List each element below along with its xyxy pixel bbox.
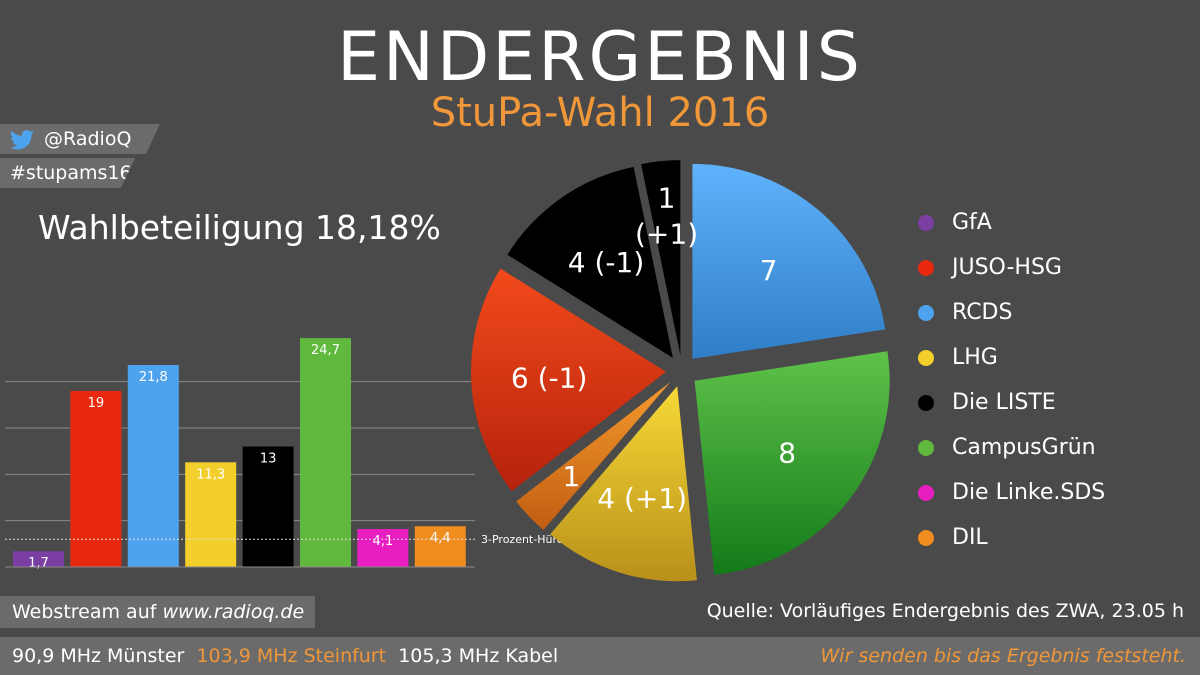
- legend-swatch: [918, 259, 934, 276]
- legend-item-lhg: LHG: [918, 335, 1105, 380]
- legend-item-gfa: GfA: [918, 200, 1105, 245]
- legend-item-die-linke-sds: Die Linke.SDS: [918, 470, 1105, 515]
- webstream-prefix: Webstream auf: [12, 601, 157, 623]
- frequency-bar: 90,9 MHz Münster 103,9 MHz Steinfurt 105…: [0, 637, 1200, 675]
- frequency-muenster: 90,9 MHz Münster: [12, 645, 185, 667]
- bar-dil: [414, 526, 466, 567]
- bar-label-die-liste: 13: [260, 452, 277, 467]
- legend-swatch: [918, 529, 934, 546]
- live-notice: Wir senden bis das Ergebnis feststeht.: [820, 645, 1186, 667]
- twitter-bird-icon: [10, 130, 34, 150]
- pie-slice-lhg: [550, 386, 697, 582]
- bar-lhg: [185, 462, 237, 567]
- webstream-box: Webstream auf www.radioq.de: [0, 596, 315, 628]
- bar-die-linke-sds: [357, 529, 409, 567]
- bar-gfa: [13, 551, 64, 567]
- legend-label: RCDS: [952, 300, 1013, 325]
- threshold-label: 3-Prozent-Hürde: [481, 533, 571, 546]
- pie-slice-juso-hsg: [471, 268, 667, 492]
- hashtag-text: #stupams16: [10, 162, 132, 184]
- legend-label: LHG: [952, 345, 998, 370]
- page-title: ENDERGEBNIS: [337, 18, 863, 97]
- legend: GfA JUSO-HSG RCDS LHG Die LISTE CampusGrün Die…: [918, 200, 1105, 560]
- bar-label-campusgr-n: 24,7: [311, 343, 340, 358]
- legend-swatch: [918, 214, 934, 231]
- bar-label-juso-hsg: 19: [88, 396, 105, 411]
- twitter-handle-text: @RadioQ: [44, 128, 132, 150]
- page-subtitle: StuPa-Wahl 2016: [430, 90, 770, 136]
- bar-label-die-linke-sds: 4,1: [373, 534, 394, 549]
- pie-slice-die-liste: [507, 166, 673, 358]
- legend-item-dil: DIL: [918, 515, 1105, 560]
- pie-label-lhg: 4 (+1): [597, 482, 687, 515]
- pie-slice-rcds: [692, 163, 886, 359]
- legend-swatch: [918, 439, 934, 456]
- twitter-handle-tag[interactable]: @RadioQ: [0, 124, 160, 154]
- legend-item-rcds: RCDS: [918, 290, 1105, 335]
- legend-label: Die LISTE: [952, 390, 1056, 415]
- pie-label-die-liste: 4 (-1): [568, 246, 644, 279]
- legend-label: DIL: [952, 525, 988, 550]
- pie-label-dil: 1: [563, 460, 581, 493]
- legend-item-die-liste: Die LISTE: [918, 380, 1105, 425]
- legend-item-campusgr-n: CampusGrün: [918, 425, 1105, 470]
- legend-swatch: [918, 304, 934, 321]
- pie-label-juso-hsg: 6 (-1): [511, 362, 587, 395]
- bar-label-dil: 4,4: [430, 531, 451, 546]
- bar-label-rcds: 21,8: [139, 370, 168, 385]
- pie-slice-campusgr-n: [694, 351, 890, 575]
- pie-label-rcds: 7: [760, 254, 778, 287]
- bar-juso-hsg: [70, 390, 122, 567]
- pie-label-die-linke-sds: 1 (+1): [635, 181, 698, 250]
- hashtag-tag[interactable]: #stupams16: [0, 158, 135, 188]
- legend-swatch: [918, 394, 934, 411]
- pie-slice-die-linke-sds: [641, 160, 681, 356]
- frequency-kabel: 105,3 MHz Kabel: [398, 645, 559, 667]
- frequency-list: 90,9 MHz Münster 103,9 MHz Steinfurt 105…: [12, 637, 558, 675]
- legend-label: Die Linke.SDS: [952, 480, 1106, 505]
- bar-label-lhg: 11,3: [196, 467, 225, 482]
- legend-item-juso-hsg: JUSO-HSG: [918, 245, 1105, 290]
- bar-campusgr-n: [300, 338, 351, 567]
- pie-chart: 7 8 4 (+1) 1 6 (-1) 4 (-1)1 (+1): [471, 160, 890, 582]
- legend-label: GfA: [952, 210, 992, 235]
- pie-slice-dil: [516, 382, 671, 530]
- webstream-link[interactable]: www.radioq.de: [162, 601, 305, 623]
- source-note: Quelle: Vorläufiges Endergebnis des ZWA,…: [706, 600, 1184, 622]
- pie-label-campusgr-n: 8: [778, 436, 796, 469]
- legend-label: CampusGrün: [952, 435, 1096, 460]
- legend-swatch: [918, 484, 934, 501]
- bar-rcds: [127, 364, 179, 567]
- bar-die-liste: [242, 446, 294, 567]
- legend-label: JUSO-HSG: [952, 255, 1062, 280]
- bar-label-gfa: 1,7: [28, 556, 49, 571]
- turnout-label: Wahlbeteiligung 18,18%: [38, 208, 441, 247]
- bar-chart: 1,7 19 21,8 11,3 13 24,7 4,1 4,4 3-Prozent-Hürde: [5, 338, 571, 571]
- legend-swatch: [918, 349, 934, 366]
- frequency-steinfurt: 103,9 MHz Steinfurt: [196, 645, 387, 667]
